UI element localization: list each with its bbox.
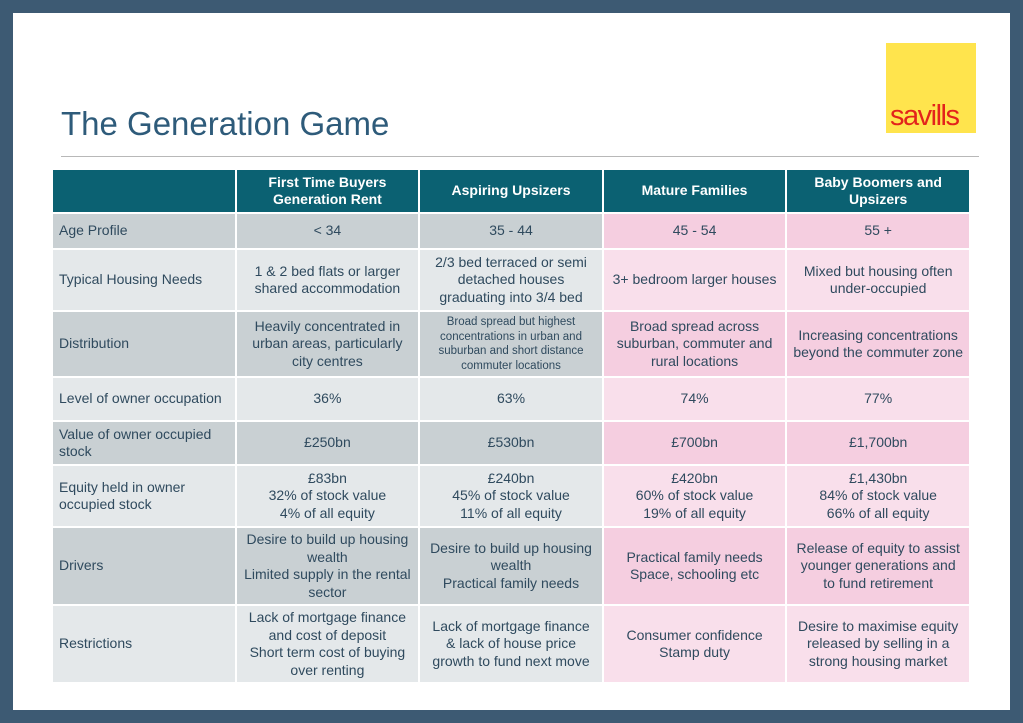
table-row: Restrictions Lack of mortgage finance an… xyxy=(51,604,971,684)
cell-line: Desire to build up housing wealth xyxy=(246,531,409,565)
cell-line: Practical family needs xyxy=(626,548,763,565)
row-label: Drivers xyxy=(51,526,237,606)
cell-line: 11% of all equity xyxy=(460,504,562,521)
table-cell: 55 + xyxy=(785,212,971,250)
table-cell: £1,430bn 84% of stock value 66% of all e… xyxy=(785,464,971,528)
table-cell: < 34 xyxy=(234,212,421,250)
savills-logo: savills xyxy=(886,43,976,133)
table-cell: Broad spread across suburban, commuter a… xyxy=(601,310,788,378)
title-divider xyxy=(61,156,979,157)
table-row: Level of owner occupation 36% 63% 74% 77… xyxy=(51,376,971,422)
header-label: First Time Buyers Generation Rent xyxy=(268,173,387,208)
cell-line: Desire to maximise equity released by se… xyxy=(798,617,959,669)
table-row: Value of owner occupied stock £250bn £53… xyxy=(51,420,971,466)
cell-line: Desire to build up housing wealth xyxy=(430,539,592,574)
table-cell: Desire to build up housing wealth Practi… xyxy=(418,526,604,606)
header-row: First Time Buyers Generation Rent Aspiri… xyxy=(51,168,971,214)
cell-line: 4% of all equity xyxy=(279,504,375,521)
table-cell: Desire to maximise equity released by se… xyxy=(785,604,971,684)
cell-line: 19% of all equity xyxy=(643,504,746,521)
table-row: Equity held in owner occupied stock £83b… xyxy=(51,464,971,528)
cell-line: Consumer confidence xyxy=(626,626,763,643)
cell-line: Lack of mortgage finance and cost of dep… xyxy=(248,609,406,643)
table-cell: 45 - 54 xyxy=(601,212,788,250)
header-first-time-buyers: First Time Buyers Generation Rent xyxy=(234,168,421,214)
table-cell: 74% xyxy=(601,376,788,422)
table-cell: £700bn xyxy=(601,420,788,466)
table-cell: £420bn 60% of stock value 19% of all equ… xyxy=(601,464,788,528)
table-cell: 3+ bedroom larger houses xyxy=(601,248,788,312)
table-cell: 63% xyxy=(418,376,604,422)
table-cell: 77% xyxy=(785,376,971,422)
table-cell: £83bn 32% of stock value 4% of all equit… xyxy=(234,464,421,528)
row-label: Distribution xyxy=(51,310,237,378)
cell-line: 84% of stock value xyxy=(819,487,937,504)
generation-table: First Time Buyers Generation Rent Aspiri… xyxy=(51,168,971,684)
cell-line: £420bn xyxy=(671,469,718,486)
table-cell: Lack of mortgage finance & lack of house… xyxy=(418,604,604,684)
row-label: Restrictions xyxy=(51,604,237,684)
header-mature-families: Mature Families xyxy=(601,168,788,214)
page-title: The Generation Game xyxy=(61,105,390,142)
table-row: Drivers Desire to build up housing wealt… xyxy=(51,526,971,606)
row-label: Equity held in owner occupied stock xyxy=(51,464,237,528)
cell-line: 60% of stock value xyxy=(635,487,754,504)
cell-line: £83bn xyxy=(307,469,347,486)
header-baby-boomers: Baby Boomers and Upsizers xyxy=(785,168,971,214)
cell-line: £240bn xyxy=(487,469,535,486)
cell-line: 66% of all equity xyxy=(826,504,930,521)
logo-text: savills xyxy=(890,100,960,132)
table-cell: Heavily concentrated in urban areas, par… xyxy=(234,310,421,378)
table-cell: Lack of mortgage finance and cost of dep… xyxy=(234,604,421,684)
table-cell: Practical family needs Space, schooling … xyxy=(601,526,788,606)
cell-line: Space, schooling etc xyxy=(629,566,760,582)
header-label: Baby Boomers and Upsizers xyxy=(814,173,942,208)
table-cell: Broad spread but highest concentrations … xyxy=(418,310,604,378)
row-label: Age Profile xyxy=(51,212,237,250)
table-cell: 2/3 bed terraced or semi detached houses… xyxy=(418,248,604,312)
table-cell: Desire to build up housing wealth Limite… xyxy=(234,526,421,606)
table-cell: 36% xyxy=(234,376,421,422)
header-blank xyxy=(51,168,237,214)
table-cell: 1 & 2 bed flats or larger shared accommo… xyxy=(234,248,421,312)
row-label: Typical Housing Needs xyxy=(51,248,237,312)
table-cell: 35 - 44 xyxy=(418,212,604,250)
table-cell: £240bn 45% of stock value 11% of all equ… xyxy=(418,464,604,528)
cell-line: 45% of stock value xyxy=(452,487,570,504)
row-label: Value of owner occupied stock xyxy=(51,420,237,466)
cell-line: Short term cost of buying over renting xyxy=(249,644,406,678)
cell-line: Practical family needs xyxy=(442,574,580,591)
table-cell: Mixed but housing often under-occupied xyxy=(785,248,971,312)
table-cell: Increasing concentrations beyond the com… xyxy=(785,310,971,378)
cell-line: Stamp duty xyxy=(659,644,730,660)
table-cell: £250bn xyxy=(234,420,421,466)
cell-line: £1,430bn xyxy=(848,469,908,486)
table-cell: Consumer confidence Stamp duty xyxy=(601,604,788,684)
table-row: Distribution Heavily concentrated in urb… xyxy=(51,310,971,378)
slide: The Generation Game savills First Time B… xyxy=(13,13,1010,710)
cell-line: Release of equity to assist younger gene… xyxy=(796,539,960,591)
table-cell: £1,700bn xyxy=(785,420,971,466)
cell-line: Lack of mortgage finance & lack of house… xyxy=(432,617,590,669)
header-aspiring-upsizers: Aspiring Upsizers xyxy=(418,168,604,214)
table-row: Age Profile < 34 35 - 44 45 - 54 55 + xyxy=(51,212,971,250)
table-row: Typical Housing Needs 1 & 2 bed flats or… xyxy=(51,248,971,312)
cell-line: 32% of stock value xyxy=(268,487,387,504)
row-label: Level of owner occupation xyxy=(51,376,237,422)
table-cell: Release of equity to assist younger gene… xyxy=(785,526,971,606)
cell-line: Limited supply in the rental sector xyxy=(244,566,411,600)
table-cell: £530bn xyxy=(418,420,604,466)
